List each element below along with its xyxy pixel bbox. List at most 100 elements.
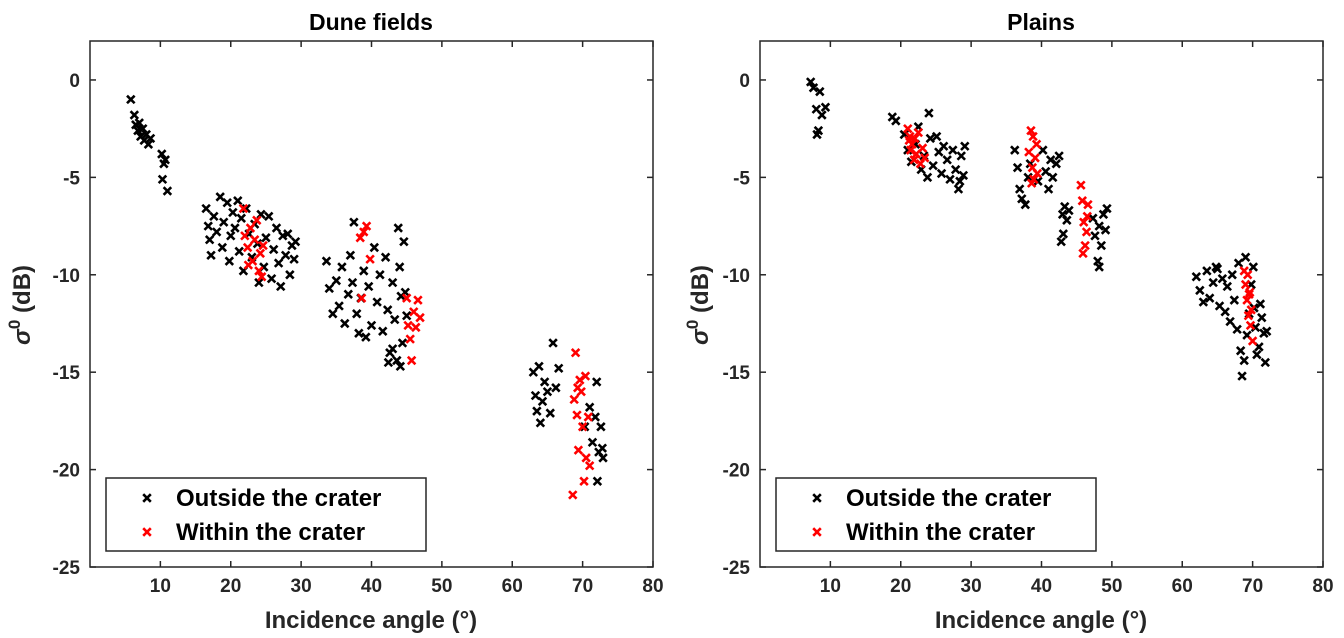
data-point bbox=[584, 460, 595, 471]
data-point bbox=[211, 227, 222, 237]
data-point bbox=[266, 273, 277, 284]
data-point bbox=[580, 371, 591, 381]
data-point bbox=[808, 83, 819, 93]
plains-y-axis-symbol: σ bbox=[687, 328, 714, 345]
data-point bbox=[910, 133, 920, 144]
data-point bbox=[413, 295, 423, 305]
data-point bbox=[577, 422, 588, 432]
data-point bbox=[1242, 295, 1252, 305]
data-point bbox=[383, 357, 394, 368]
data-point bbox=[817, 110, 827, 120]
data-point bbox=[324, 283, 334, 294]
dune-fields-legend-box bbox=[105, 477, 427, 552]
data-point bbox=[1026, 178, 1037, 188]
plains-y-tick-label: -15 bbox=[723, 363, 751, 384]
data-point bbox=[1255, 299, 1266, 309]
data-point bbox=[387, 277, 398, 288]
dune-fields-panel: Dune fields Incidence angle (°) σ0 (dB) … bbox=[5, 9, 664, 634]
plains-series-within bbox=[903, 123, 1258, 346]
data-point bbox=[1239, 355, 1249, 366]
data-point bbox=[138, 123, 148, 134]
data-point bbox=[534, 361, 544, 372]
plains-title: Plains bbox=[1007, 9, 1075, 35]
data-point bbox=[392, 355, 402, 366]
data-point bbox=[254, 266, 264, 276]
data-point bbox=[1212, 264, 1223, 274]
plains-y-tick-label: -20 bbox=[723, 461, 750, 482]
data-point bbox=[334, 301, 344, 311]
data-point bbox=[387, 344, 398, 354]
plains-x-tick-label: 10 bbox=[820, 576, 841, 597]
data-point bbox=[1252, 349, 1262, 360]
data-point bbox=[143, 139, 154, 149]
dune-fields-axes-box bbox=[89, 40, 654, 568]
data-point bbox=[1195, 285, 1205, 296]
data-point bbox=[242, 242, 253, 253]
dune-fields-x-tick-label: 40 bbox=[361, 576, 382, 597]
data-point bbox=[1229, 295, 1240, 305]
data-point bbox=[366, 320, 377, 331]
data-point bbox=[1054, 151, 1064, 161]
data-point bbox=[570, 347, 581, 358]
data-point bbox=[380, 252, 391, 262]
data-point bbox=[411, 322, 421, 333]
data-point bbox=[372, 297, 382, 307]
data-point bbox=[1246, 305, 1256, 315]
data-point bbox=[945, 174, 955, 185]
plains-legend: Outside the crater Within the crater bbox=[775, 477, 1097, 552]
data-point bbox=[1082, 211, 1092, 222]
data-point bbox=[942, 155, 952, 165]
data-point bbox=[406, 355, 417, 366]
data-point bbox=[403, 320, 413, 331]
dune-fields-y-tick-label: -5 bbox=[63, 168, 80, 189]
dune-fields-legend: Outside the crater Within the crater bbox=[105, 477, 427, 552]
plains-y-axis-label: σ0 (dB) bbox=[683, 265, 714, 345]
dune-fields-legend-marker-outside bbox=[142, 493, 152, 503]
data-point bbox=[581, 453, 591, 463]
data-point bbox=[1083, 199, 1093, 210]
data-point bbox=[1030, 153, 1040, 163]
plains-x-axis-label: Incidence angle (°) bbox=[935, 607, 1147, 634]
data-point bbox=[1026, 125, 1036, 136]
data-point bbox=[1090, 231, 1100, 241]
data-point bbox=[399, 236, 409, 247]
dune-fields-y-tick-label: -15 bbox=[53, 363, 81, 384]
data-point bbox=[359, 266, 369, 276]
data-point bbox=[598, 453, 608, 463]
data-point bbox=[579, 476, 589, 487]
plains-axes-box bbox=[759, 40, 1324, 568]
data-point bbox=[928, 160, 938, 171]
data-point bbox=[1094, 221, 1104, 231]
data-point bbox=[258, 240, 268, 251]
data-point bbox=[240, 231, 250, 241]
data-point bbox=[1233, 258, 1244, 268]
plains-legend-marker-within bbox=[812, 527, 822, 537]
data-point bbox=[532, 406, 542, 416]
data-point bbox=[590, 412, 601, 422]
data-point bbox=[551, 383, 561, 393]
data-point bbox=[268, 244, 279, 255]
dune-fields-legend-label-within: Within the crater bbox=[176, 519, 365, 546]
data-point bbox=[925, 133, 936, 144]
data-point bbox=[236, 213, 247, 224]
data-point bbox=[1242, 270, 1253, 280]
data-point bbox=[361, 221, 372, 231]
dune-fields-legend-marker-within bbox=[142, 527, 152, 537]
data-point bbox=[222, 197, 232, 208]
data-point bbox=[1260, 357, 1271, 368]
data-point bbox=[572, 383, 583, 393]
data-point bbox=[126, 94, 136, 105]
data-point bbox=[548, 338, 558, 348]
data-point bbox=[1217, 273, 1228, 284]
data-point bbox=[230, 223, 240, 233]
data-point bbox=[537, 396, 548, 407]
data-point bbox=[956, 151, 966, 161]
dune-fields-x-tick-label: 30 bbox=[291, 576, 312, 597]
data-point bbox=[343, 289, 353, 299]
plains-y-tick-label: -5 bbox=[733, 168, 750, 189]
data-point bbox=[1094, 262, 1104, 272]
data-point bbox=[539, 377, 550, 387]
data-point bbox=[1202, 266, 1212, 276]
data-point bbox=[584, 402, 595, 412]
data-point bbox=[1240, 279, 1251, 290]
